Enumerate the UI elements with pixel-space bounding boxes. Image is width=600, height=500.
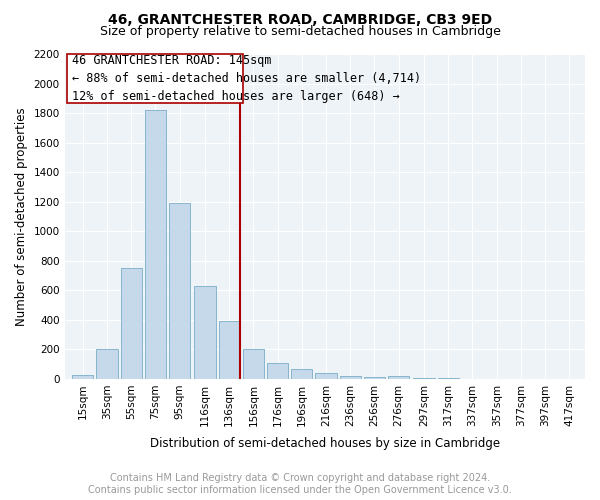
Bar — [218, 322, 240, 379]
Y-axis label: Number of semi-detached properties: Number of semi-detached properties — [15, 107, 28, 326]
Bar — [364, 376, 385, 379]
FancyBboxPatch shape — [67, 54, 242, 102]
Bar — [243, 350, 264, 379]
Bar — [267, 364, 288, 379]
Bar — [97, 350, 118, 379]
Bar — [194, 286, 215, 379]
Bar — [169, 203, 190, 379]
Bar — [291, 370, 313, 379]
Bar — [72, 375, 94, 379]
Text: Size of property relative to semi-detached houses in Cambridge: Size of property relative to semi-detach… — [100, 25, 500, 38]
Text: Contains HM Land Registry data © Crown copyright and database right 2024.
Contai: Contains HM Land Registry data © Crown c… — [88, 474, 512, 495]
Bar — [316, 373, 337, 379]
Bar — [388, 376, 409, 379]
Bar — [340, 376, 361, 379]
X-axis label: Distribution of semi-detached houses by size in Cambridge: Distribution of semi-detached houses by … — [150, 437, 500, 450]
Bar — [145, 110, 166, 379]
Text: 46, GRANTCHESTER ROAD, CAMBRIDGE, CB3 9ED: 46, GRANTCHESTER ROAD, CAMBRIDGE, CB3 9E… — [108, 12, 492, 26]
Bar — [121, 268, 142, 379]
Bar — [413, 378, 434, 379]
Text: 46 GRANTCHESTER ROAD: 145sqm
← 88% of semi-detached houses are smaller (4,714)
1: 46 GRANTCHESTER ROAD: 145sqm ← 88% of se… — [72, 54, 421, 103]
